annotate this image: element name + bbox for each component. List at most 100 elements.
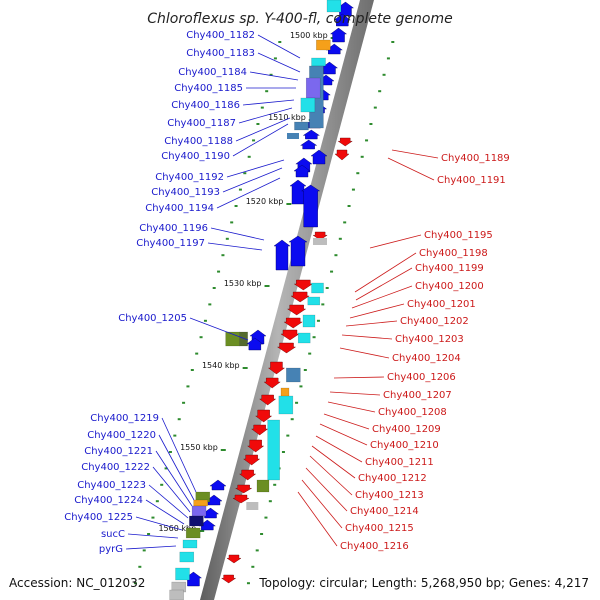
reverse-gene-arrow [276, 342, 297, 354]
leader-line [155, 450, 193, 507]
leader-line [222, 167, 283, 193]
gene-label-forward: Chy400_1223 [77, 480, 146, 491]
gene-block [307, 296, 321, 306]
leader-line [242, 99, 295, 106]
gene-block [193, 499, 208, 507]
tick-mark [281, 451, 285, 453]
reverse-gene-arrow [255, 409, 273, 423]
gene-label-reverse: Chy400_1213 [355, 490, 424, 501]
forward-gene-arrow [246, 337, 264, 351]
tick-mark [299, 385, 303, 388]
reverse-gene-arrow [280, 329, 300, 341]
leader-line [148, 484, 189, 519]
gene-label-reverse: Chy400_1208 [378, 407, 447, 418]
reverse-gene-arrow [247, 439, 265, 453]
gene-block [294, 121, 309, 131]
tick-mark [225, 237, 229, 240]
leader-line [257, 34, 301, 59]
tick-label: 1520 kbp [246, 197, 284, 206]
reverse-gene-arrow [286, 304, 307, 316]
leader-line [387, 157, 435, 181]
gene-label-forward: Chy400_1221 [84, 446, 153, 457]
leader-line [323, 413, 370, 430]
reverse-gene-arrow [221, 574, 237, 584]
leader-line [311, 445, 356, 479]
leader-line [341, 334, 393, 340]
gene-label-reverse: Chy400_1191 [437, 175, 506, 186]
tick-mark [195, 352, 199, 355]
reverse-gene-arrow [263, 377, 281, 389]
reverse-gene-arrow [337, 137, 353, 147]
reverse-gene-arrow [312, 231, 328, 241]
leader-line [232, 123, 289, 157]
leader-line [345, 320, 398, 327]
gene-label-forward: pyrG [99, 544, 123, 555]
leader-line [210, 227, 265, 241]
gene-label-forward: Chy400_1222 [81, 462, 150, 473]
gene-block [239, 331, 248, 347]
leader-line [351, 285, 413, 309]
gene-block [169, 589, 184, 600]
tick-mark [330, 270, 334, 273]
leader-line [257, 52, 301, 73]
tick-mark [278, 41, 282, 43]
tick-mark [190, 369, 194, 371]
tick-mark [308, 352, 312, 355]
gene-features [169, 0, 355, 600]
tick-mark [138, 565, 142, 568]
leader-line [369, 234, 422, 249]
tick-mark [347, 205, 351, 207]
tick-mark [273, 483, 277, 486]
tick-mark [334, 254, 338, 257]
leader-line [333, 376, 385, 379]
tick-mark [391, 41, 395, 43]
leader-line [309, 455, 353, 496]
tick-mark [155, 500, 159, 503]
tick-mark [246, 582, 250, 585]
gene-label-reverse: Chy400_1200 [415, 281, 484, 292]
gene-label-reverse: Chy400_1211 [365, 457, 434, 468]
forward-gene-arrow [293, 164, 311, 178]
gene-block [267, 419, 280, 481]
gene-block [191, 505, 207, 517]
tick-mark [373, 106, 377, 109]
tick-mark [220, 449, 226, 451]
reverse-gene-arrow [283, 317, 303, 329]
tick-mark [212, 287, 216, 289]
gene-label-forward: Chy400_1225 [64, 512, 133, 523]
tick-mark [360, 155, 364, 158]
forward-gene-arrow [310, 149, 328, 165]
map-title: Chloroflexus sp. Y-400-fl, complete geno… [147, 11, 453, 27]
tick-mark [234, 205, 238, 207]
tick-mark [256, 123, 260, 125]
gene-block [278, 395, 294, 415]
gene-block [300, 97, 316, 113]
leader-line [235, 117, 291, 142]
inner-tick-marks [133, 41, 282, 585]
leader-line [329, 391, 381, 396]
gene-block [326, 0, 342, 13]
tick-mark [273, 57, 277, 60]
leader-line [127, 533, 179, 539]
gene-block [256, 479, 270, 493]
gene-block [305, 77, 321, 99]
tick-mark [343, 221, 347, 224]
leader-line [216, 177, 281, 209]
tick-label: 1510 kbp [268, 113, 306, 122]
gene-label-reverse: Chy400_1210 [370, 440, 439, 451]
leader-line [305, 467, 348, 512]
gene-label-forward: Chy400_1220 [87, 430, 156, 441]
reverse-gene-arrow [226, 554, 242, 564]
gene-block [311, 282, 324, 294]
tick-mark [303, 369, 307, 371]
leader-line [125, 545, 177, 550]
reverse-gene-arrow [334, 149, 350, 161]
gene-label-forward: Chy400_1182 [186, 30, 255, 41]
gene-label-forward: Chy400_1192 [155, 172, 224, 183]
tick-mark [356, 172, 360, 175]
tick-mark [230, 221, 234, 224]
tick-mark [286, 203, 292, 205]
tick-mark [238, 188, 242, 191]
gene-block [316, 39, 331, 51]
